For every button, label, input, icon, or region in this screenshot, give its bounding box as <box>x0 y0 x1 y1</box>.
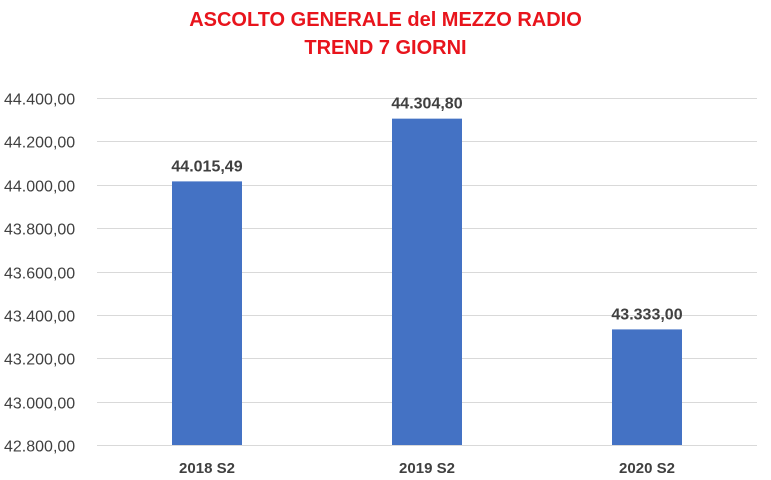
y-axis-tick-labels: 42.800,00 43.000,00 43.200,00 43.400,00 43.6… <box>4 92 75 456</box>
y-tick-label: 43.200,00 <box>4 352 75 369</box>
x-axis-category-labels: 2018 S2 2019 S2 2020 S2 <box>179 460 675 477</box>
y-tick-label: 44.400,00 <box>4 92 75 109</box>
data-label: 44.304,80 <box>391 96 462 113</box>
bars <box>172 118 682 446</box>
y-tick-label: 43.600,00 <box>4 266 75 283</box>
data-labels: 44.015,49 44.304,80 43.333,00 <box>171 96 682 324</box>
y-tick-label: 43.400,00 <box>4 309 75 326</box>
bar <box>392 118 462 446</box>
x-category-label: 2020 S2 <box>619 460 675 477</box>
data-label: 44.015,49 <box>171 158 242 175</box>
bar <box>612 329 682 445</box>
chart-title: ASCOLTO GENERALE del MEZZO RADIO <box>189 9 582 31</box>
bar <box>172 181 242 445</box>
y-tick-label: 44.000,00 <box>4 179 75 196</box>
y-tick-label: 43.800,00 <box>4 222 75 239</box>
y-tick-label: 42.800,00 <box>4 439 75 456</box>
data-label: 43.333,00 <box>611 306 682 323</box>
x-category-label: 2018 S2 <box>179 460 235 477</box>
y-tick-label: 44.200,00 <box>4 135 75 152</box>
chart-subtitle: TREND 7 GIORNI <box>304 37 467 59</box>
x-category-label: 2019 S2 <box>399 460 455 477</box>
y-tick-label: 43.000,00 <box>4 396 75 413</box>
